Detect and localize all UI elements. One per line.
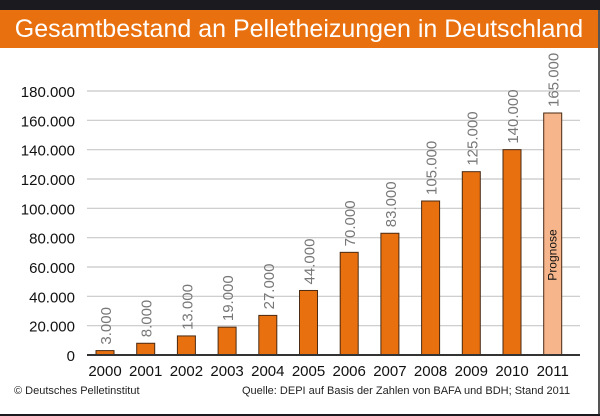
copyright-note: © Deutsches Pelletinstitut xyxy=(14,385,140,397)
x-tick-label: 2000 xyxy=(88,363,121,380)
chart-title: Gesamtbestand an Pelletheizungen in Deut… xyxy=(0,10,598,48)
data-label: 19.000 xyxy=(220,275,237,321)
x-tick-label: 2003 xyxy=(210,363,243,380)
y-tick-label: 140.000 xyxy=(21,143,75,160)
data-label: 13.000 xyxy=(179,284,196,330)
x-tick-label: 2006 xyxy=(333,363,366,380)
x-tick-label: 2007 xyxy=(373,363,406,380)
data-label: 70.000 xyxy=(342,200,359,246)
y-tick-label: 40.000 xyxy=(29,289,75,306)
bar-2002 xyxy=(176,335,196,356)
data-label: 44.000 xyxy=(302,239,319,285)
bar-2010 xyxy=(502,149,522,356)
y-tick-label: 180.000 xyxy=(21,84,75,101)
bar-2001 xyxy=(136,342,156,356)
y-tick-label: 160.000 xyxy=(21,113,75,130)
forecast-annotation: Prognose xyxy=(546,229,560,281)
y-tick-label: 20.000 xyxy=(29,319,75,336)
bar-2007 xyxy=(380,232,400,356)
bar-2003 xyxy=(217,326,237,356)
x-tick-label: 2001 xyxy=(129,363,162,380)
source-note: Quelle: DEPI auf Basis der Zahlen von BA… xyxy=(242,385,571,397)
data-label: 8.000 xyxy=(139,300,156,338)
data-label: 125.000 xyxy=(464,111,481,165)
x-tick-label: 2002 xyxy=(170,363,203,380)
bar-2009 xyxy=(461,171,481,356)
x-tick-label: 2008 xyxy=(414,363,447,380)
y-tick-label: 120.000 xyxy=(21,172,75,189)
bar-2006 xyxy=(339,251,359,356)
y-tick-label: 60.000 xyxy=(29,260,75,277)
data-label: 27.000 xyxy=(261,264,278,310)
chart-panel: Gesamtbestand an Pelletheizungen in Deut… xyxy=(0,10,600,414)
data-label: 83.000 xyxy=(383,181,400,227)
bar-2005 xyxy=(299,289,318,356)
y-tick-label: 0 xyxy=(67,348,75,365)
bar-2004 xyxy=(258,314,278,356)
bar-chart: 0 20.000 40.000 60.000 80.000 100.000 120.000 1… xyxy=(21,53,580,380)
data-label: 105.000 xyxy=(424,141,441,195)
x-tick-label: 2011 xyxy=(537,363,569,380)
x-tick-label: 2010 xyxy=(495,363,528,380)
x-tick-label: 2009 xyxy=(455,363,488,380)
bar-2008 xyxy=(421,200,441,356)
data-label: 140.000 xyxy=(505,89,522,143)
y-tick-label: 80.000 xyxy=(29,231,75,248)
y-tick-label: 100.000 xyxy=(21,201,75,218)
data-label: 165.000 xyxy=(546,53,563,107)
x-tick-label: 2005 xyxy=(292,363,325,380)
x-tick-label: 2004 xyxy=(251,363,284,380)
data-label: 3.000 xyxy=(98,307,115,345)
